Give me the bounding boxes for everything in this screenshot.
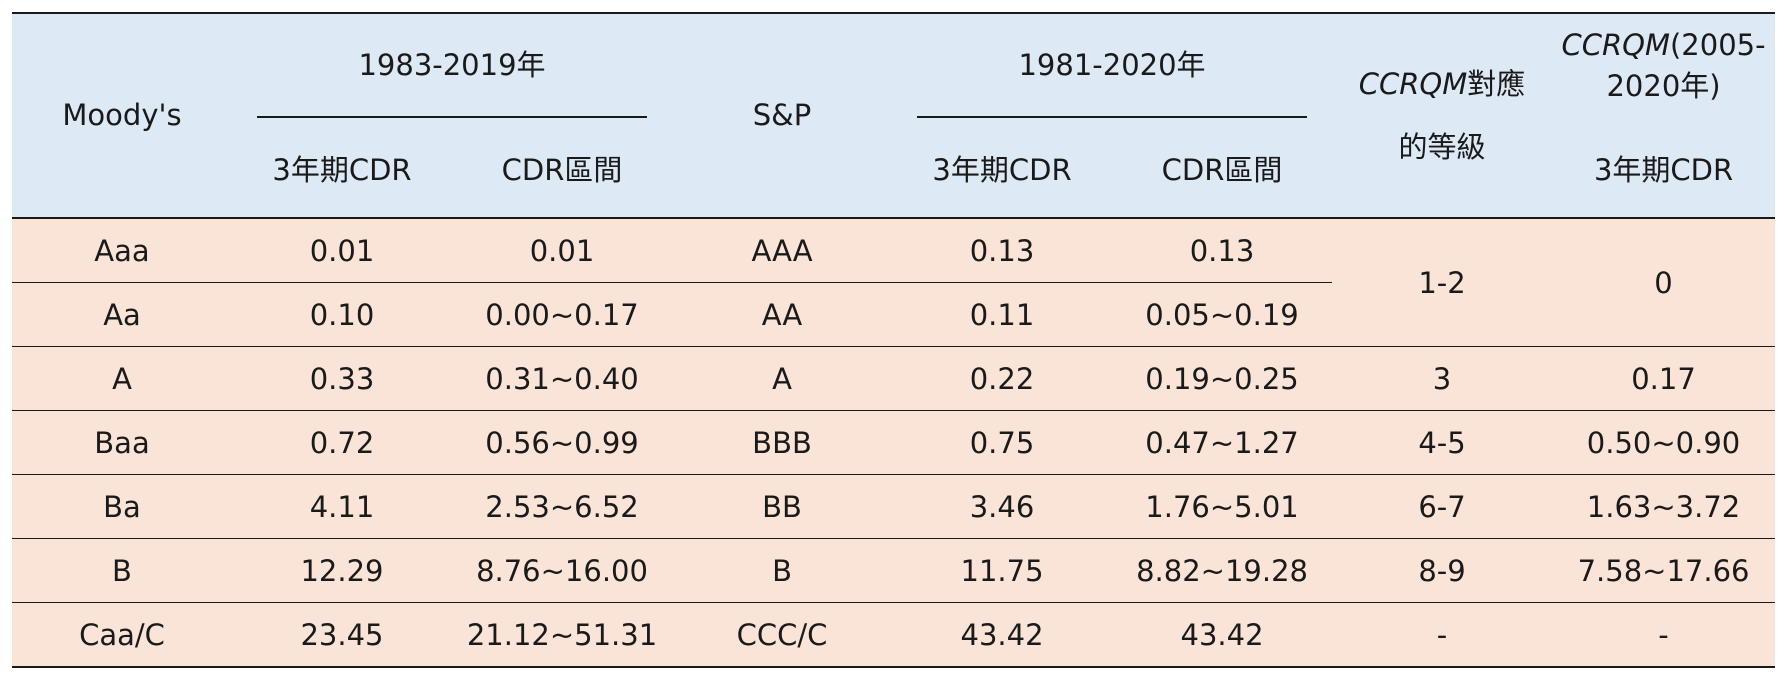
- header-moodys-period: 1983-2019年: [232, 12, 673, 118]
- table-row: Aa 0.10 0.00~0.17 AA 0.11 0.05~0.19: [12, 282, 1775, 347]
- cell-moody-rating: Aaa: [12, 218, 232, 283]
- cell-moody-rating: Ba: [12, 474, 232, 539]
- cell-sp-rating: CCC/C: [672, 602, 893, 668]
- cell-sp-rating: AA: [672, 282, 893, 347]
- cell-sp-range: 43.42: [1112, 602, 1333, 668]
- cell-moody-range: 2.53~6.52: [452, 474, 673, 539]
- header-ccrqm-grade-rest1: 對應: [1467, 66, 1526, 101]
- cell-moody-rating: B: [12, 538, 232, 603]
- cell-ccrqm-cdr: 0: [1552, 218, 1776, 347]
- table-row: Caa/C 23.45 21.12~51.31 CCC/C 43.42 43.4…: [12, 602, 1776, 668]
- cell-moody-cdr: 12.29: [232, 538, 452, 603]
- cell-moody-rating: Caa/C: [12, 602, 232, 668]
- cell-sp-rating: A: [672, 346, 893, 411]
- cell-sp-cdr: 0.11: [892, 282, 1113, 347]
- cell-ccrqm-cdr: -: [1552, 602, 1776, 668]
- header-ccrqm-period-line2: 2020年): [1606, 69, 1721, 103]
- header-moodys-range-label: CDR區間: [501, 152, 623, 187]
- cell-moody-rating: A: [12, 346, 232, 411]
- header-ccrqm-grade-italic: CCRQM: [1358, 66, 1468, 101]
- header-sp-range: CDR區間: [1112, 118, 1333, 219]
- header-sp-period-rule: [917, 116, 1308, 118]
- cell-sp-cdr: 43.42: [892, 602, 1113, 668]
- cell-moody-range: 8.76~16.00: [452, 538, 673, 603]
- cell-moody-cdr: 4.11: [232, 474, 452, 539]
- header-ccrqm-grade-line1: CCRQM對應: [1332, 64, 1552, 105]
- cell-ccrqm-grade: 4-5: [1332, 410, 1553, 475]
- cell-sp-cdr: 11.75: [892, 538, 1113, 603]
- header-moodys-range: CDR區間: [452, 118, 673, 219]
- cell-moody-rating: Aa: [12, 282, 232, 347]
- rating-table-container: Moody's 1983-2019年 S&P 1981-2020年 CCRQM對…: [12, 12, 1776, 668]
- cell-sp-range: 0.47~1.27: [1112, 410, 1333, 475]
- header-moodys-period-rule: [257, 116, 648, 118]
- cell-ccrqm-cdr: 0.17: [1552, 346, 1776, 411]
- header-ccrqm-period-italic: CCRQM: [1561, 28, 1670, 63]
- table-row: Aaa 0.01 0.01 AAA 0.13 0.13 1-2 0: [12, 218, 1776, 347]
- header-moodys: Moody's: [12, 12, 232, 219]
- header-sp: S&P: [672, 12, 893, 219]
- header-ccrqm-cdr-label: 3年期CDR: [1593, 152, 1734, 187]
- cell-moody-range: 0.56~0.99: [452, 410, 673, 475]
- header-sp-period: 1981-2020年: [892, 12, 1333, 118]
- rating-cdr-table: Moody's 1983-2019年 S&P 1981-2020年 CCRQM對…: [12, 12, 1776, 668]
- cell-sp-range: 1.76~5.01: [1112, 474, 1333, 539]
- cell-sp-cdr: 3.46: [892, 474, 1113, 539]
- cell-ccrqm-cdr: 1.63~3.72: [1552, 474, 1776, 539]
- cell-sp-rating: AAA: [672, 218, 893, 283]
- cell-sp-cdr: 0.13: [892, 218, 1113, 283]
- cell-sp-range: 0.19~0.25: [1112, 346, 1333, 411]
- cell-moody-range: 0.01: [452, 218, 673, 283]
- header-sp-period-label: 1981-2020年: [1018, 48, 1206, 83]
- header-ccrqm-period: CCRQM(2005- 2020年): [1552, 12, 1776, 118]
- cell-ccrqm-grade: -: [1332, 602, 1553, 668]
- cell-moody-cdr: 0.10: [232, 282, 452, 347]
- table-header: Moody's 1983-2019年 S&P 1981-2020年 CCRQM對…: [12, 12, 1776, 219]
- cell-moody-cdr: 0.72: [232, 410, 452, 475]
- cell-sp-rating: B: [672, 538, 893, 603]
- cell-ccrqm-grade: 8-9: [1332, 538, 1553, 603]
- cell-sp-cdr: 0.22: [892, 346, 1113, 411]
- table-row: B 12.29 8.76~16.00 B 11.75 8.82~19.28 8-…: [12, 538, 1776, 603]
- cell-moody-range: 0.31~0.40: [452, 346, 673, 411]
- cell-ccrqm-cdr: 0.50~0.90: [1552, 410, 1776, 475]
- header-ccrqm-period-line1: CCRQM(2005-: [1552, 25, 1775, 66]
- cell-sp-rating: BBB: [672, 410, 893, 475]
- header-sp-cdr: 3年期CDR: [892, 118, 1113, 219]
- header-ccrqm-period-rest1: (2005-: [1669, 28, 1766, 63]
- cell-moody-cdr: 0.01: [232, 218, 452, 283]
- header-ccrqm-grade-line2: 的等級: [1398, 129, 1486, 164]
- cell-moody-range: 0.00~0.17: [452, 282, 673, 347]
- cell-sp-rating: BB: [672, 474, 893, 539]
- table-row: Ba 4.11 2.53~6.52 BB 3.46 1.76~5.01 6-7 …: [12, 474, 1776, 539]
- cell-ccrqm-grade: 3: [1332, 346, 1553, 411]
- header-sp-range-label: CDR區間: [1161, 152, 1283, 187]
- cell-sp-range: 8.82~19.28: [1112, 538, 1333, 603]
- table-row: A 0.33 0.31~0.40 A 0.22 0.19~0.25 3 0.17: [12, 346, 1776, 411]
- header-moodys-cdr-label: 3年期CDR: [272, 152, 412, 187]
- cell-moody-rating: Baa: [12, 410, 232, 475]
- header-ccrqm-cdr: 3年期CDR: [1552, 118, 1776, 219]
- cell-sp-range: 0.05~0.19: [1112, 282, 1333, 347]
- header-moodys-label: Moody's: [62, 97, 182, 132]
- header-moodys-cdr: 3年期CDR: [232, 118, 452, 219]
- cell-ccrqm-grade: 1-2: [1332, 218, 1553, 347]
- header-ccrqm-grade: CCRQM對應 的等級: [1332, 12, 1553, 219]
- table-body: Aaa 0.01 0.01 AAA 0.13 0.13 1-2 0 Aa 0.1…: [12, 218, 1776, 668]
- cell-sp-range: 0.13: [1112, 218, 1333, 283]
- cell-ccrqm-grade: 6-7: [1332, 474, 1553, 539]
- cell-moody-cdr: 0.33: [232, 346, 452, 411]
- header-sp-cdr-label: 3年期CDR: [932, 152, 1072, 187]
- cell-ccrqm-cdr: 7.58~17.66: [1552, 538, 1776, 603]
- header-sp-label: S&P: [752, 97, 812, 132]
- cell-moody-range: 21.12~51.31: [452, 602, 673, 668]
- header-moodys-period-label: 1983-2019年: [358, 48, 546, 83]
- table-row: Baa 0.72 0.56~0.99 BBB 0.75 0.47~1.27 4-…: [12, 410, 1776, 475]
- cell-moody-cdr: 23.45: [232, 602, 452, 668]
- cell-sp-cdr: 0.75: [892, 410, 1113, 475]
